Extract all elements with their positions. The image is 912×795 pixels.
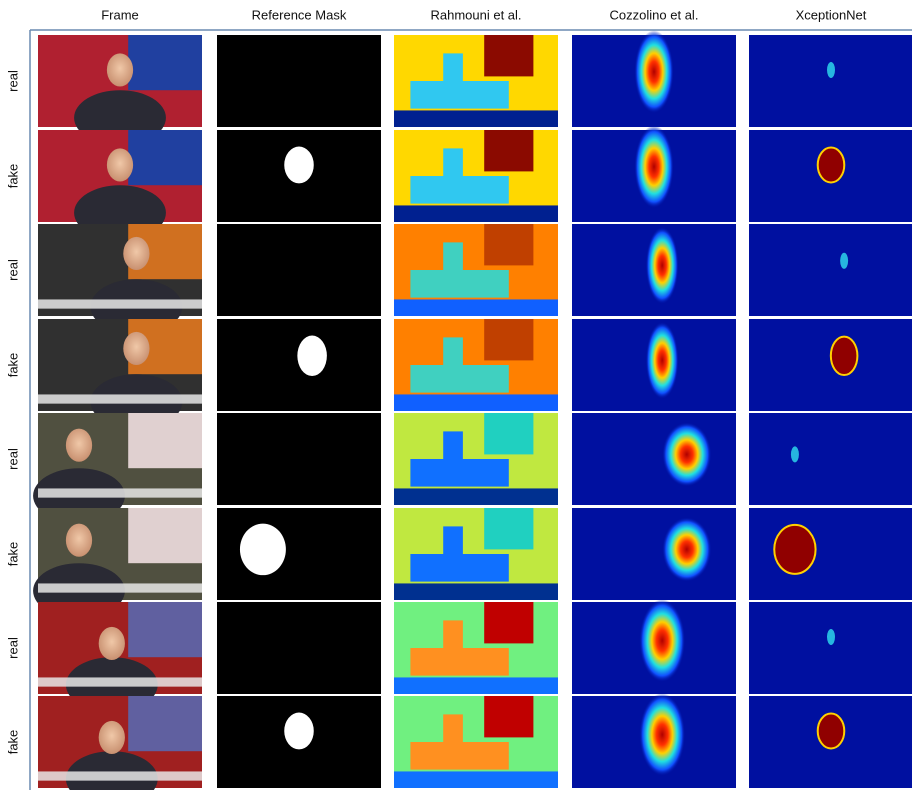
person-face: [107, 148, 133, 181]
row: [38, 599, 912, 712]
seg-block: [394, 771, 558, 788]
heat-blob: [662, 422, 711, 486]
frame-bg2: [128, 35, 202, 90]
column-header: Rahmouni et al.: [430, 7, 521, 22]
heat-detect: [818, 713, 845, 748]
row-label: real: [5, 637, 20, 659]
mask-bg: [217, 35, 381, 127]
seg-block: [484, 130, 533, 171]
row-label: fake: [5, 353, 20, 378]
person-face: [99, 627, 125, 660]
mask-blob: [297, 336, 327, 376]
seg-block: [443, 242, 463, 288]
seg-block: [484, 508, 533, 549]
row: [38, 224, 912, 334]
heat-blob: [639, 599, 685, 682]
seg-block: [443, 714, 463, 760]
heat-detect: [831, 337, 858, 375]
seg-block: [394, 394, 558, 411]
heat-speck: [791, 446, 799, 462]
frame-bg2: [128, 696, 202, 751]
mask-blob: [284, 147, 314, 184]
heat-bg: [749, 35, 912, 127]
heat-blob: [634, 125, 673, 208]
heat-bg: [749, 602, 912, 694]
ticker: [38, 583, 202, 592]
column-header: Cozzolino et al.: [610, 7, 699, 22]
ticker: [38, 771, 202, 780]
seg-block: [484, 602, 533, 643]
frame-bg2: [128, 602, 202, 657]
seg-block: [443, 53, 463, 99]
person-face: [123, 332, 149, 365]
seg-block: [484, 413, 533, 454]
heat-detect: [774, 525, 815, 574]
row: [38, 693, 912, 790]
seg-block: [394, 677, 558, 694]
heat-speck: [827, 629, 835, 645]
heat-bg: [749, 319, 912, 411]
row-label: fake: [5, 164, 20, 189]
heat-bg: [572, 508, 736, 600]
row: [38, 319, 912, 429]
person-face: [123, 237, 149, 270]
heat-bg: [749, 413, 912, 505]
ticker: [38, 299, 202, 308]
column-header: XceptionNet: [796, 7, 867, 22]
row-label: real: [5, 259, 20, 281]
ticker: [38, 488, 202, 497]
column-header: Frame: [101, 7, 139, 22]
heat-blob: [634, 30, 673, 113]
seg-block: [443, 620, 463, 666]
seg-block: [394, 488, 558, 505]
seg-block: [394, 110, 558, 127]
heat-bg: [749, 508, 912, 600]
column-header: Reference Mask: [252, 7, 347, 22]
seg-block: [443, 337, 463, 383]
row-label: real: [5, 70, 20, 92]
row-label: fake: [5, 542, 20, 567]
heat-speck: [827, 62, 835, 78]
ticker: [38, 677, 202, 686]
mask-bg: [217, 224, 381, 316]
seg-block: [484, 224, 533, 265]
person-face: [99, 721, 125, 754]
row: [33, 413, 912, 523]
seg-block: [394, 299, 558, 316]
frame-bg2: [128, 413, 202, 468]
page: {"columns": ["Frame", "Reference Mask", …: [0, 0, 912, 790]
person-face: [107, 53, 133, 86]
ticker: [38, 394, 202, 403]
seg-block: [443, 148, 463, 194]
heat-bg: [572, 413, 736, 505]
heat-bg: [749, 224, 912, 316]
seg-block: [443, 526, 463, 572]
heat-blob: [662, 517, 711, 581]
seg-block: [484, 35, 533, 76]
row: [33, 508, 912, 618]
seg-block: [484, 696, 533, 737]
frame-bg2: [128, 508, 202, 563]
row-label: fake: [5, 730, 20, 755]
row-label: real: [5, 448, 20, 470]
heat-detect: [818, 147, 845, 182]
heat-blob: [646, 227, 679, 304]
mask-blob: [284, 713, 314, 750]
heat-blob: [646, 322, 679, 399]
mask-bg: [217, 602, 381, 694]
frame-bg2: [128, 130, 202, 185]
row: [38, 125, 912, 240]
seg-block: [484, 319, 533, 360]
mask-blob: [240, 524, 286, 576]
row: [38, 30, 912, 145]
mask-bg: [217, 413, 381, 505]
seg-block: [394, 583, 558, 600]
person-face: [66, 524, 92, 557]
figure: Frame Reference Mask Rahmouni et al. Cozzol…: [0, 0, 912, 790]
heat-speck: [840, 253, 848, 269]
seg-block: [443, 431, 463, 477]
heat-blob: [639, 693, 685, 776]
person-face: [66, 429, 92, 462]
seg-block: [394, 205, 558, 222]
